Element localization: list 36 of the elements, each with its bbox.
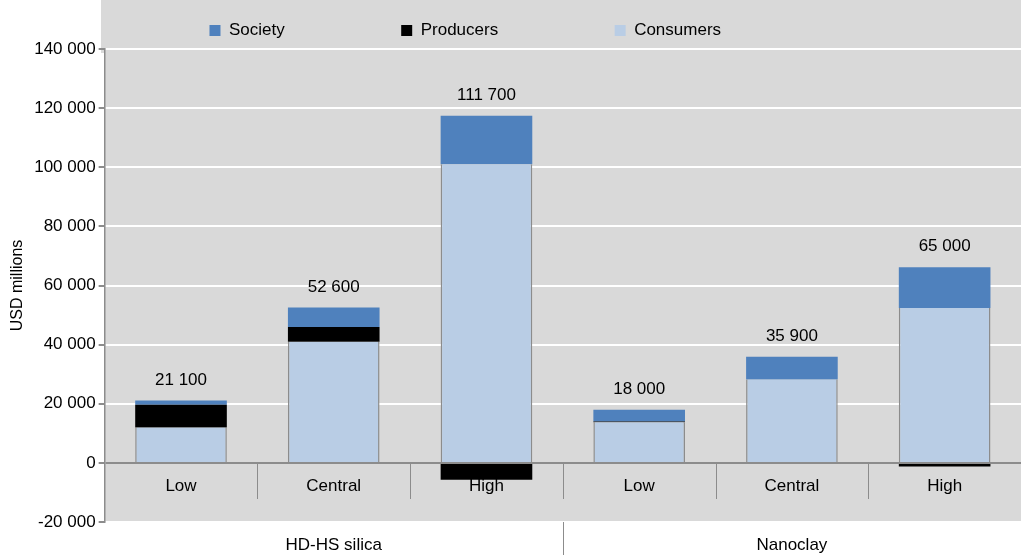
- bar: [135, 404, 227, 428]
- bar: [135, 400, 227, 405]
- total-label: 21 100: [155, 369, 208, 389]
- bar: [287, 307, 380, 327]
- text: HD-HS silica: [285, 534, 383, 554]
- y-tick-label: 100 000: [34, 156, 96, 176]
- bar: [440, 115, 533, 165]
- bar: [593, 409, 686, 422]
- x-tick-label: Central: [306, 475, 362, 495]
- total-label: 65 000: [918, 236, 971, 256]
- legend-label: Producers: [420, 20, 593, 40]
- y-tick-label: 40 000: [43, 334, 96, 354]
- bar: [898, 267, 991, 308]
- y-axis-title: USD millions: [8, 239, 26, 332]
- bar: [440, 463, 533, 480]
- y-tick-label: 140 000: [34, 38, 96, 58]
- y-tick-label: 80 000: [43, 216, 96, 236]
- y-tick-label: -20 000: [37, 511, 96, 531]
- bar: [746, 356, 838, 380]
- x-tick-label: High: [927, 475, 963, 495]
- legend-label: Society: [228, 20, 380, 40]
- total-label: 111 700: [456, 85, 516, 104]
- x-tick-label: Central: [764, 475, 820, 495]
- y-tick-label: 60 000: [43, 275, 96, 295]
- x-tick-label: High: [468, 475, 504, 495]
- total-label: 35 900: [765, 325, 818, 345]
- total-label: 18 000: [613, 378, 666, 398]
- legend-label: Consumers: [634, 20, 816, 40]
- y-tick-label: 20 000: [43, 393, 96, 413]
- y-tick-label: 0: [86, 452, 96, 472]
- x-tick-label: Low: [165, 475, 198, 495]
- text: Nanoclay: [756, 534, 828, 554]
- x-tick-label: Low: [623, 475, 656, 495]
- y-tick-label: 120 000: [34, 97, 96, 117]
- bar: [287, 326, 380, 342]
- total-label: 52 600: [307, 276, 360, 296]
